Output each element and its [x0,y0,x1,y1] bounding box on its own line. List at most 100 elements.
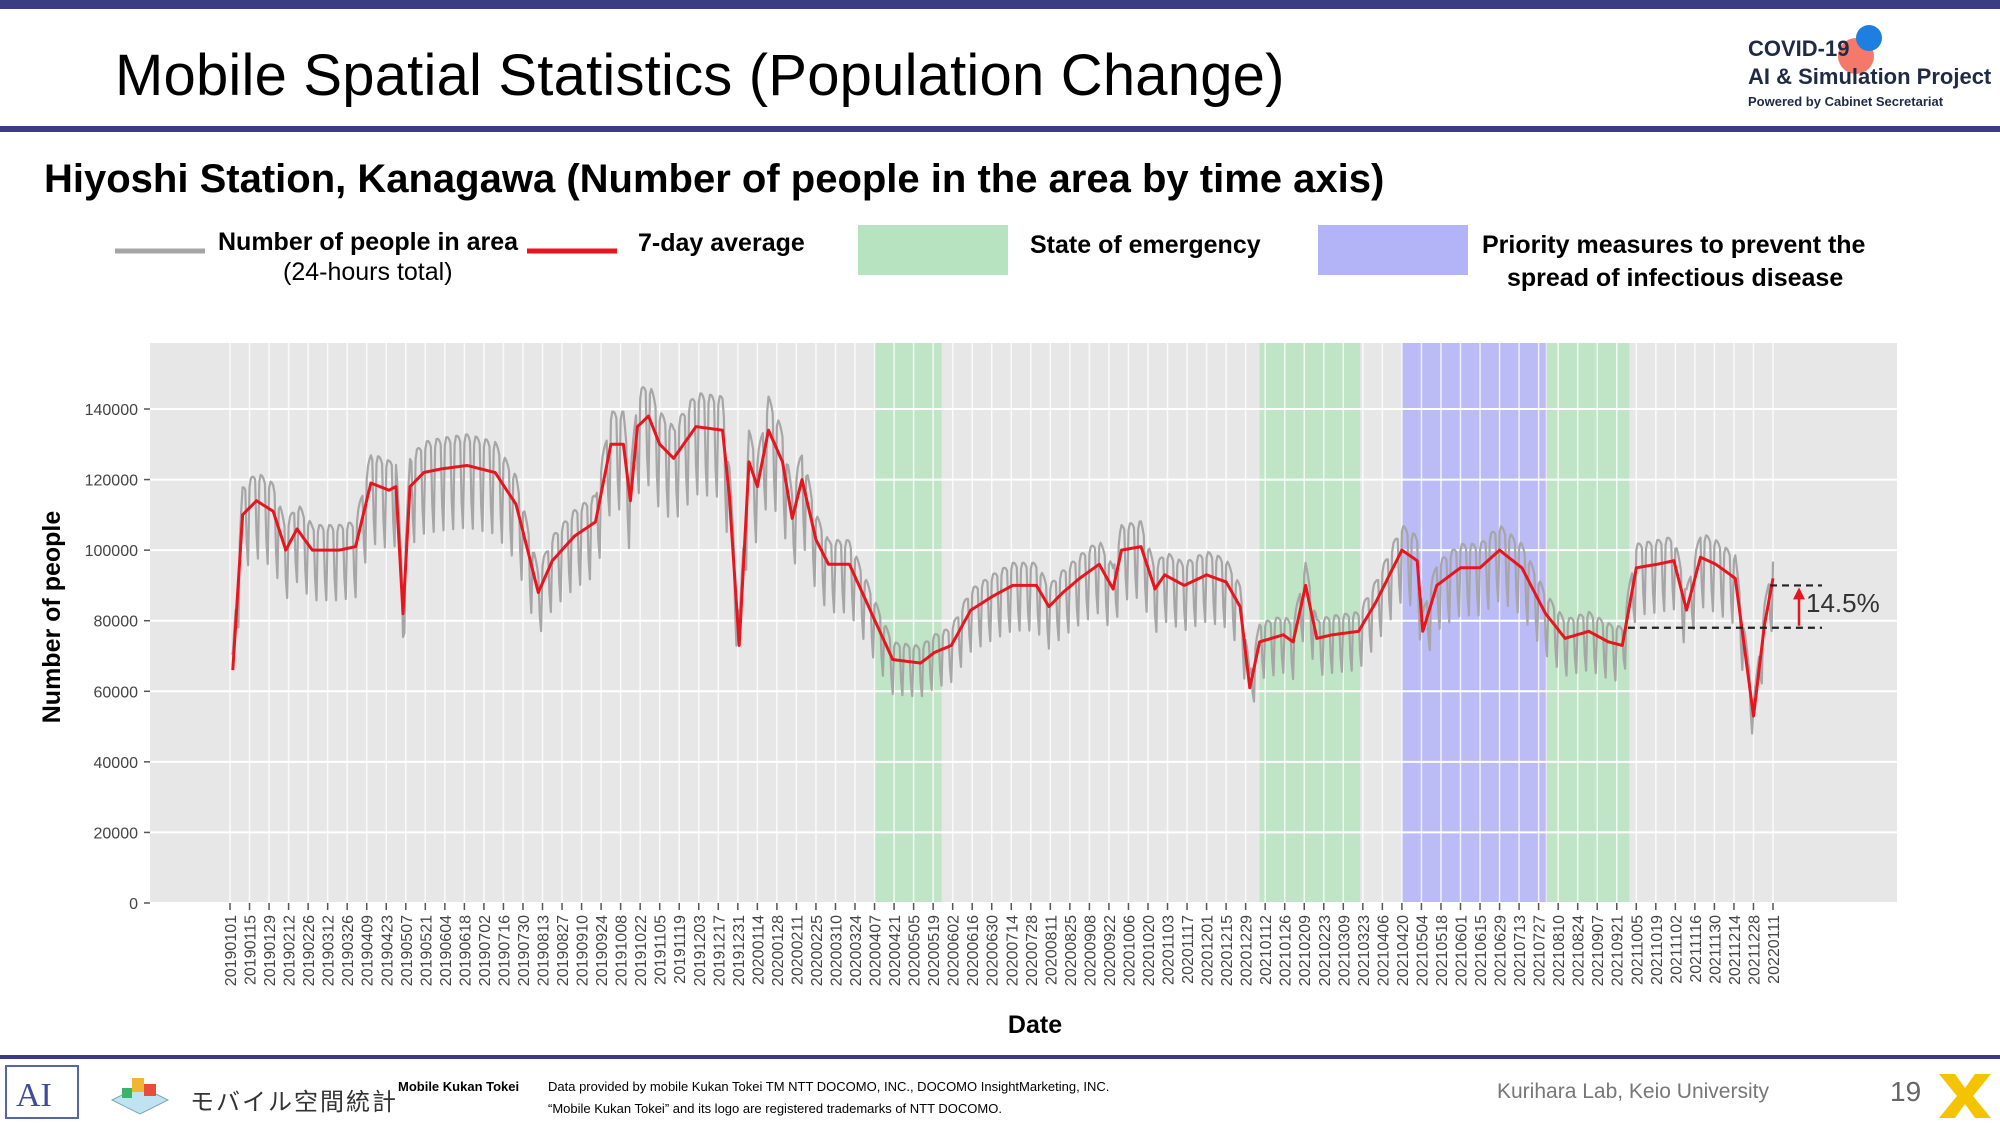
x-tick-label-58: 20210323 [1356,915,1373,986]
x-tick-label-12: 20190618 [457,915,474,986]
keio-lab-logo-mark: AI [16,1077,52,1114]
x-tick-label-27: 20200114 [750,915,767,985]
footer-brand-jp: モバイル空間統計 [190,1089,398,1116]
x-tick-label-67: 20210727 [1532,915,1549,986]
keio-lab-logo-icon [5,1065,79,1119]
x-tick-label-20: 20191008 [614,915,631,986]
logo-line3: Powered by Cabinet Secretariat [1748,94,1944,109]
x-tick-label-8: 20190423 [379,915,396,986]
x-tick-label-15: 20190730 [516,915,533,986]
x-tick-label-60: 20210420 [1395,915,1412,986]
y-axis-label: Number of people [38,511,66,724]
x-tick-label-77: 20211214 [1727,915,1744,985]
raw-daily-line [231,386,1775,735]
y-tick-label-3: 60000 [94,684,139,701]
y-tick-label-2: 40000 [94,755,139,772]
x-tick-label-35: 20200505 [907,915,924,986]
x-tick-label-44: 20200908 [1082,915,1099,986]
x-tick-label-68: 20210810 [1551,915,1568,986]
chart-subtitle: Hiyoshi Station, Kanagawa (Number of peo… [44,157,1385,201]
x-axis-label: Date [1008,1011,1062,1039]
legend-priority-label-2: spread of infectious disease [1507,264,1844,292]
x-tick-label-36: 20200519 [926,915,943,986]
x-tick-label-11: 20190604 [438,915,455,986]
x-tick-label-18: 20190910 [575,915,592,986]
x-tick-label-74: 20211102 [1668,915,1685,984]
x-tick-label-71: 20210921 [1610,915,1627,986]
x-tick-label-64: 20210615 [1473,915,1490,986]
footer-data-credit-2: “Mobile Kukan Tokei” and its logo are re… [548,1101,1002,1116]
x-tick-label-22: 20191105 [653,915,670,985]
x-mark-icon [1939,1074,1991,1118]
x-tick-label-73: 20211019 [1649,915,1666,985]
x-tick-label-10: 20190521 [418,915,435,986]
x-tick-label-16: 20190813 [536,915,553,986]
logo-line2: AI & Simulation Project [1748,64,1992,89]
x-tick-label-43: 20200825 [1063,915,1080,986]
x-tick-label-75: 20211116 [1688,915,1705,983]
x-tick-label-57: 20210309 [1336,915,1353,986]
seven-day-average-line [231,414,1775,718]
x-tick-label-17: 20190827 [555,915,572,986]
x-tick-label-31: 20200310 [828,915,845,986]
x-tick-label-32: 20200324 [848,915,865,986]
x-tick-label-25: 20191217 [711,915,728,986]
emergency-band-0 [874,343,942,903]
x-tick-label-51: 20201215 [1219,915,1236,986]
y-tick-label-4: 80000 [94,614,139,631]
annotation-label: 14.5% [1806,588,1880,618]
x-tick-label-72: 20211005 [1629,915,1646,985]
x-tick-label-54: 20210126 [1278,915,1295,986]
x-tick-label-13: 20190702 [477,915,494,986]
x-tick-label-63: 20210601 [1453,915,1470,986]
x-tick-label-23: 20191119 [672,915,689,984]
legend-emergency-label: State of emergency [1030,231,1261,259]
x-tick-label-56: 20210223 [1317,915,1334,986]
legend-raw-sublabel: (24-hours total) [283,258,453,286]
x-tick-label-53: 20210112 [1258,915,1275,985]
x-tick-label-40: 20200714 [1004,915,1021,986]
page-number: 19 [1890,1076,1922,1107]
x-tick-label-62: 20210518 [1434,915,1451,986]
x-tick-label-5: 20190312 [321,915,338,986]
annotation-arrow-head [1793,587,1805,600]
legend-emergency-swatch [858,225,1008,275]
legend-avg-label: 7-day average [638,229,805,257]
footer-logos: AI [5,1065,170,1119]
x-tick-label-28: 20200128 [770,915,787,986]
x-tick-label-61: 20210504 [1414,915,1431,986]
legend-priority-swatch [1318,225,1468,275]
x-tick-label-34: 20200421 [887,915,904,986]
legend-raw-label: Number of people in area [218,228,519,256]
y-tick-label-0: 0 [129,896,138,913]
y-tick-label-5: 100000 [85,543,138,560]
population-chart: 0 20000 40000 60000 80000 100000 120000 140000 2… [38,343,1897,1039]
footer-divider [0,1055,2000,1059]
x-tick-label-7: 20190409 [360,915,377,986]
x-tick-label-49: 20201117 [1180,915,1197,984]
legend-priority-label-1: Priority measures to prevent the [1482,231,1866,259]
x-tick-label-76: 20211130 [1707,915,1724,984]
x-tick-label-24: 20191203 [692,915,709,986]
x-tick-label-59: 20210406 [1375,915,1392,986]
x-tick-label-4: 20190226 [301,915,318,986]
x-tick-label-6: 20190326 [340,915,357,986]
x-tick-label-38: 20200616 [965,915,982,986]
x-tick-label-48: 20201103 [1161,915,1178,985]
x-tick-label-2: 20190129 [262,915,279,986]
footer-brand-en: Mobile Kukan Tokei [398,1079,520,1094]
x-tick-label-1: 20190115 [243,915,260,985]
x-tick-label-33: 20200407 [868,915,885,986]
x-tick-label-29: 20200211 [789,915,806,985]
x-tick-label-78: 20211228 [1746,915,1763,985]
y-tick-label-1: 20000 [94,825,139,842]
x-tick-label-26: 20191231 [731,915,748,986]
x-tick-label-3: 20190212 [282,915,299,986]
x-tick-label-52: 20201229 [1239,915,1256,986]
x-tick-label-19: 20190924 [594,915,611,986]
x-tick-label-14: 20190716 [496,915,513,986]
x-tick-label-9: 20190507 [399,915,416,986]
project-logo: COVID-19 AI & Simulation Project Powered… [1748,25,1991,115]
footer-data-credit-1: Data provided by mobile Kukan Tokei TM N… [548,1079,1110,1094]
x-tick-label-50: 20201201 [1200,915,1217,986]
